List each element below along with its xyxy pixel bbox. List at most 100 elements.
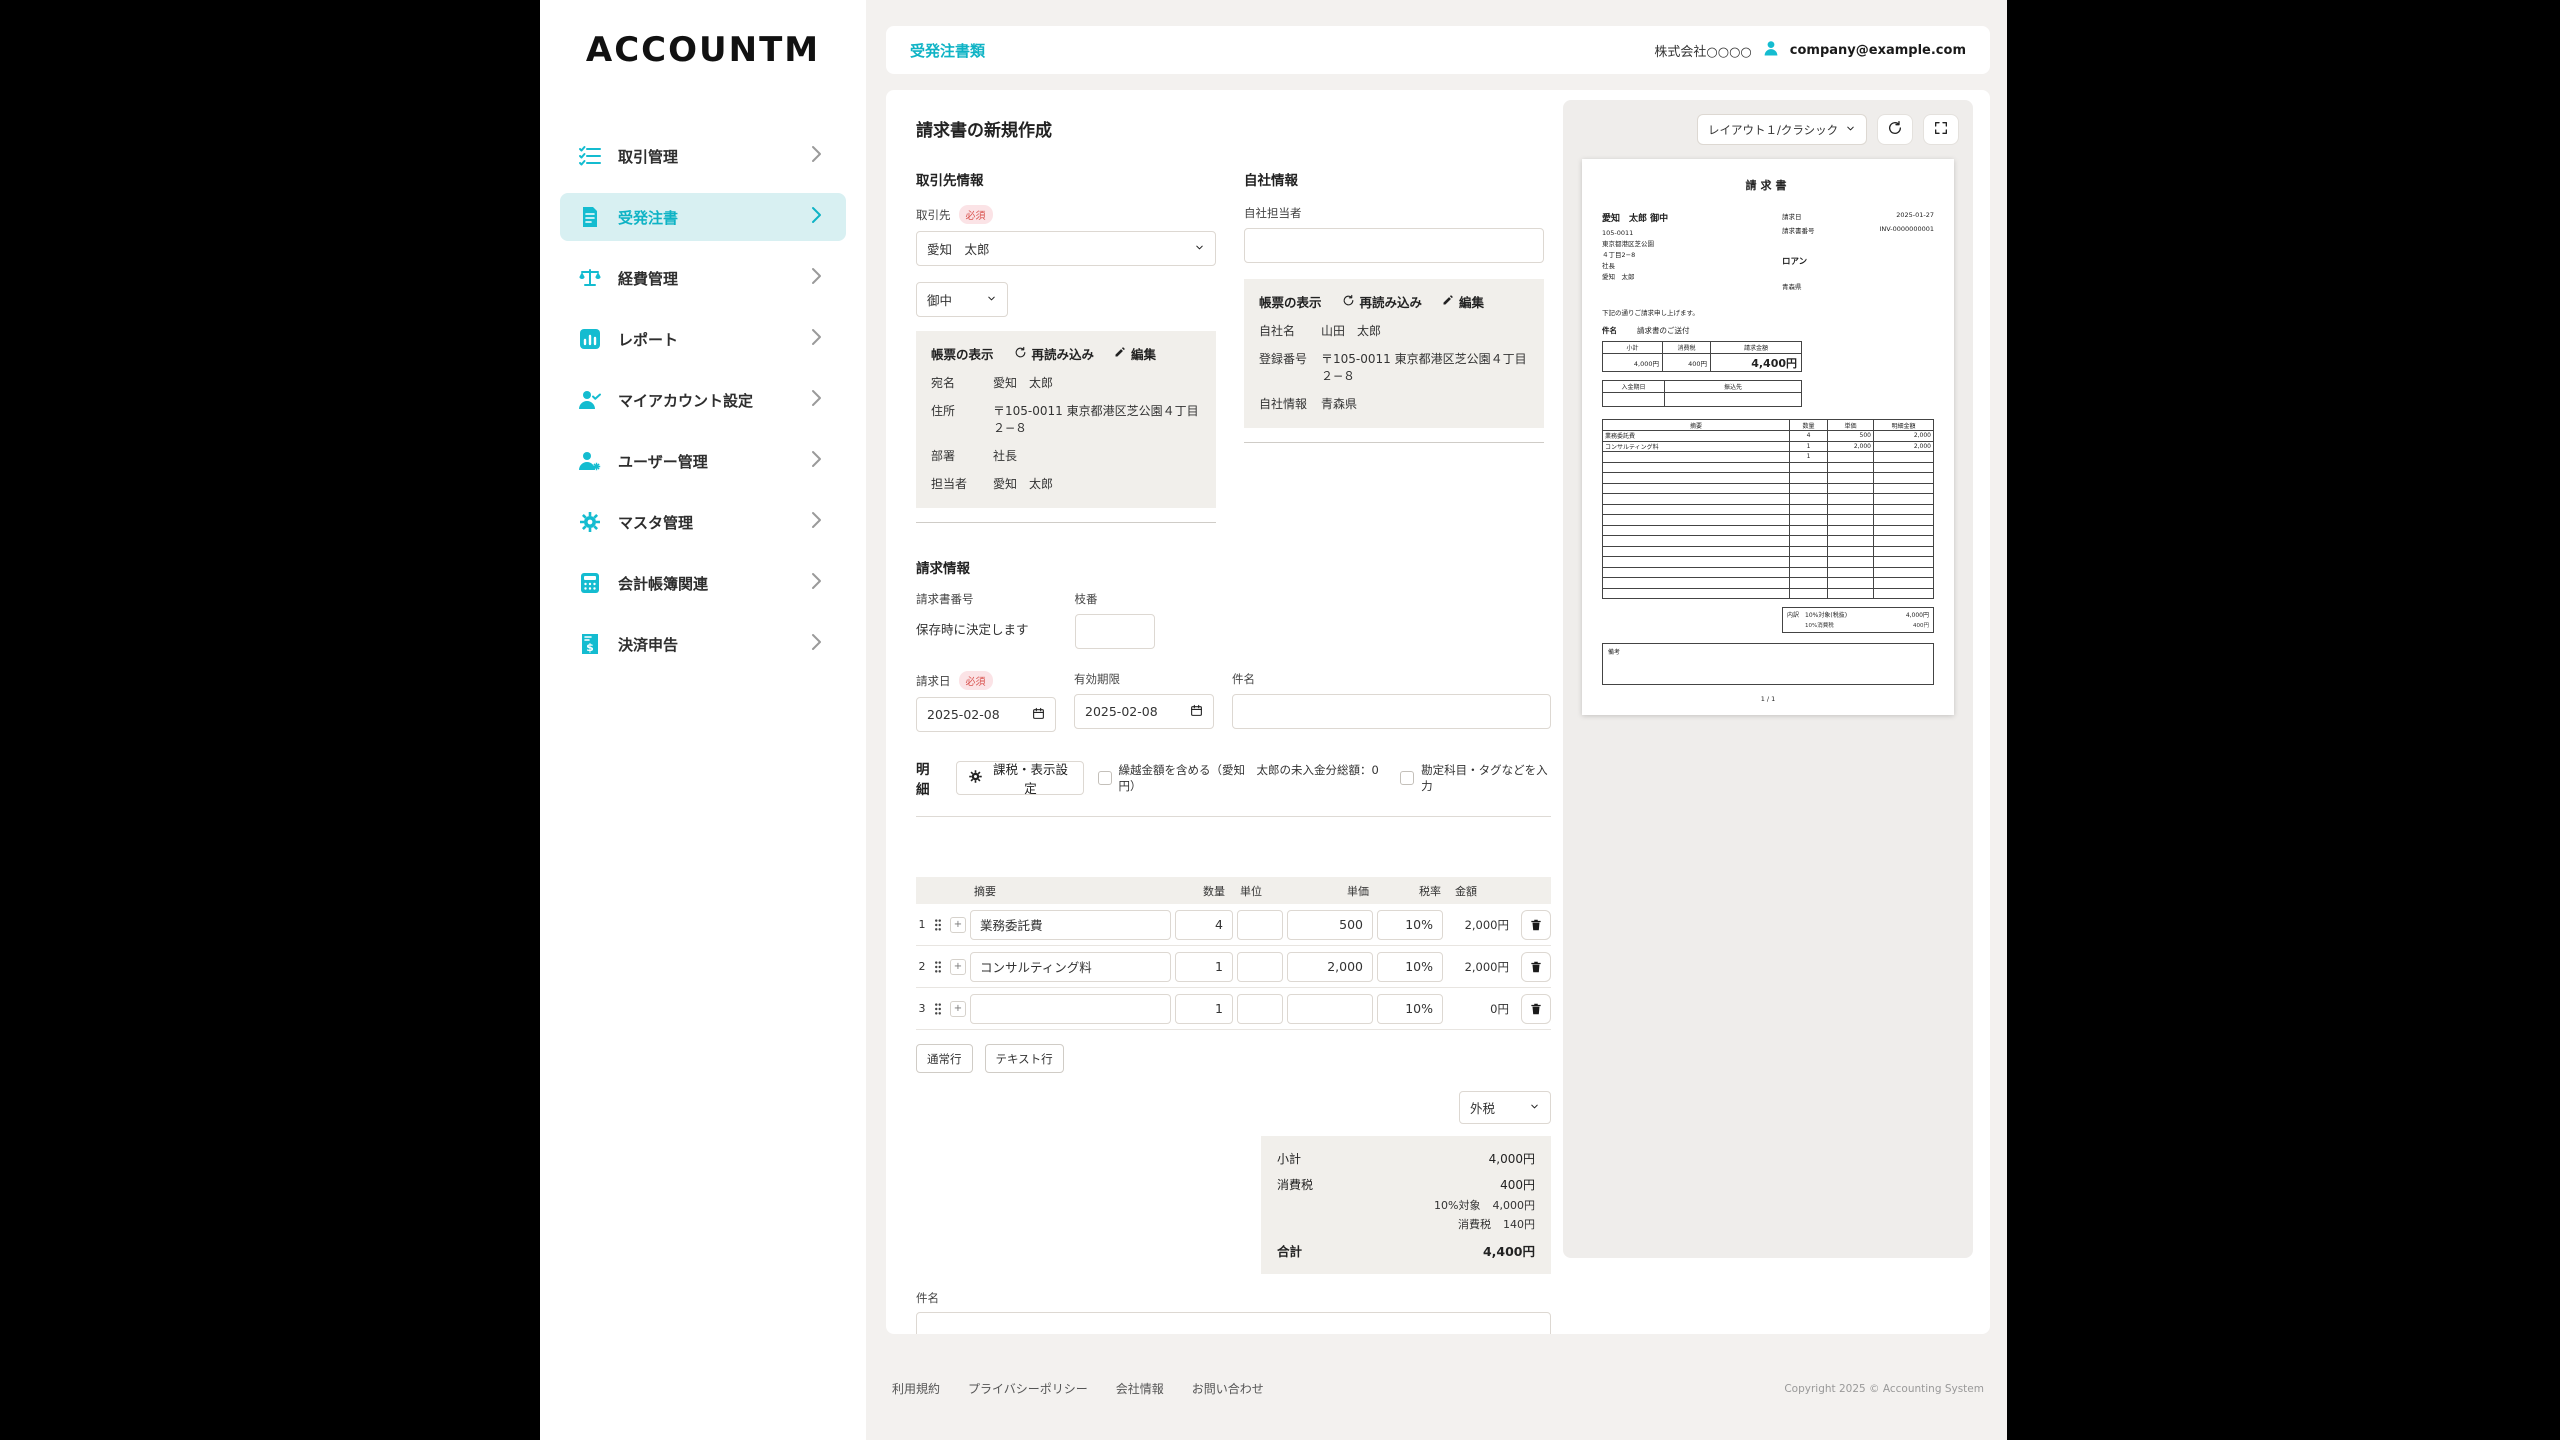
- chevron-right-icon: [804, 386, 828, 414]
- checkbox-icon: [1097, 771, 1112, 785]
- branch-number-input[interactable]: [1074, 614, 1155, 649]
- drag-handle-icon[interactable]: [932, 960, 946, 974]
- item-unit-input[interactable]: [1237, 951, 1283, 982]
- due-date-label: 有効期限: [1074, 672, 1120, 686]
- preview-item-qty: 1: [1789, 440, 1828, 452]
- field-value: 〒105-0011 東京都港区芝公園４丁目２−８: [993, 404, 1199, 435]
- reload-button[interactable]: 再読み込み: [1014, 344, 1094, 363]
- preview-item-desc: 業務委託費: [1602, 430, 1790, 442]
- sidebar-item-tax-filing[interactable]: $ 決済申告: [560, 620, 846, 668]
- edit-button[interactable]: 編集: [1442, 292, 1484, 311]
- preview-fullscreen-button[interactable]: [1923, 114, 1959, 145]
- reload-button[interactable]: 再読み込み: [1342, 292, 1422, 311]
- sidebar-item-my-account[interactable]: マイアカウント設定: [560, 376, 846, 424]
- tax-mode-select[interactable]: 外税: [1459, 1091, 1551, 1124]
- item-price-input[interactable]: [1287, 993, 1373, 1024]
- footer-link-company[interactable]: 会社情報: [1115, 1382, 1164, 1396]
- item-tax-input[interactable]: [1377, 909, 1443, 940]
- footer-link-terms[interactable]: 利用規約: [892, 1382, 941, 1396]
- account-tag-checkbox[interactable]: 勘定科目・タグなどを入力: [1400, 762, 1551, 794]
- footer-link-privacy[interactable]: プライバシーポリシー: [968, 1382, 1088, 1396]
- item-desc-input[interactable]: [970, 909, 1171, 940]
- due-date-input[interactable]: 2025-02-08: [1074, 694, 1214, 729]
- sidebar-item-label: ユーザー管理: [618, 452, 708, 471]
- item-tax-input[interactable]: [1377, 993, 1443, 1024]
- delete-row-button[interactable]: [1521, 993, 1551, 1024]
- sidebar-item-reports[interactable]: レポート: [560, 315, 846, 363]
- item-qty-input[interactable]: [1175, 951, 1233, 982]
- item-unit-input[interactable]: [1237, 909, 1283, 940]
- preview-refresh-button[interactable]: [1877, 114, 1913, 145]
- checkbox-icon: [1400, 771, 1415, 785]
- required-badge: 必須: [958, 671, 993, 690]
- item-price-input[interactable]: [1287, 951, 1373, 982]
- page-footer: 利用規約 プライバシーポリシー 会社情報 お問い合わせ Copyright 20…: [886, 1380, 1990, 1397]
- item-unit-input[interactable]: [1237, 993, 1283, 1024]
- breakdown-target-value: 4,000円: [1905, 612, 1929, 619]
- sidebar-item-accounting-books[interactable]: 会計帳簿関連: [560, 559, 846, 607]
- preview-item-amount: [1873, 451, 1934, 463]
- invoice-date-input[interactable]: 2025-02-08: [916, 697, 1056, 732]
- row-number: 1: [918, 918, 926, 931]
- add-text-row-button[interactable]: テキスト行: [984, 1044, 1064, 1073]
- item-qty-input[interactable]: [1175, 993, 1233, 1024]
- edit-button[interactable]: 編集: [1114, 344, 1156, 363]
- invoice-date-label: 請求日: [916, 673, 951, 688]
- footer-link-contact[interactable]: お問い合わせ: [1191, 1382, 1264, 1396]
- add-normal-row-button[interactable]: 通常行: [916, 1044, 973, 1073]
- preview-item-amount: 2,000: [1873, 440, 1934, 452]
- sidebar-item-master-management[interactable]: マスタ管理: [560, 498, 846, 546]
- scales-icon: [578, 266, 602, 290]
- honorific-select[interactable]: 御中: [916, 282, 1008, 317]
- app-window: ACCOUNTM 取引管理 受発注書 経費管理: [540, 0, 2007, 1440]
- subject-textarea[interactable]: [916, 1312, 1551, 1334]
- preview-item-row-empty: [1602, 587, 1934, 599]
- item-tax-input[interactable]: [1377, 951, 1443, 982]
- line-items-table: 摘要 数量 単位 単価 税率 金額 1 +: [916, 877, 1551, 1274]
- subject-input[interactable]: [1232, 694, 1551, 729]
- add-row-icon[interactable]: +: [950, 958, 966, 975]
- section-title-client: 取引先情報: [916, 173, 984, 189]
- sidebar-item-expenses[interactable]: 経費管理: [560, 254, 846, 302]
- sidebar-item-user-management[interactable]: ユーザー管理: [560, 437, 846, 485]
- add-row-icon[interactable]: +: [950, 1000, 966, 1017]
- carryover-checkbox[interactable]: 繰越金額を含める（愛知 太郎の未入金分総額：0円）: [1097, 762, 1387, 794]
- sidebar-item-transactions[interactable]: 取引管理: [560, 132, 846, 180]
- items-col-desc: 摘要: [1602, 419, 1790, 431]
- breakdown-tax-value: 400円: [1913, 623, 1929, 629]
- app-logo: ACCOUNTM: [585, 30, 821, 70]
- tax-display-settings-button[interactable]: 課税・表示設定: [955, 761, 1084, 796]
- drag-handle-icon[interactable]: [932, 1002, 946, 1016]
- preview-item-row: コンサルティング料 1 2,000 2,000: [1602, 440, 1934, 452]
- payment-col-due: 入金期日: [1602, 380, 1665, 393]
- own-company-section: 自社情報 自社担当者 帳票の表示 再読み込み: [1244, 169, 1544, 523]
- item-qty-input[interactable]: [1175, 909, 1233, 940]
- add-row-icon[interactable]: +: [950, 916, 966, 933]
- drag-handle-icon[interactable]: [932, 918, 946, 932]
- delete-row-button[interactable]: [1521, 951, 1551, 982]
- preview-item-row-empty: [1602, 503, 1934, 515]
- tax-label: 消費税: [1277, 1178, 1314, 1192]
- sidebar-item-orders[interactable]: 受発注書: [560, 193, 846, 241]
- line-item-row: 1 + 2,000円: [916, 904, 1551, 946]
- own-contact-input[interactable]: [1244, 228, 1544, 263]
- preview-item-row-empty: [1602, 535, 1934, 547]
- col-unit: 単位: [1240, 884, 1262, 898]
- topbar: 受発注書類 株式会社○○○○ company@example.com: [886, 26, 1990, 74]
- items-col-qty: 数量: [1789, 419, 1828, 431]
- item-price-input[interactable]: [1287, 909, 1373, 940]
- divider: [916, 816, 1551, 817]
- total-label: 合計: [1277, 1244, 1303, 1259]
- tax-target-label: 10%対象: [1434, 1199, 1481, 1212]
- chevron-right-icon: [804, 203, 828, 231]
- account-area[interactable]: 株式会社○○○○ company@example.com: [1654, 39, 1966, 61]
- invoice-form: 請求書の新規作成 取引先情報 取引先 必須 愛知 太郎: [886, 90, 1563, 1334]
- item-desc-input[interactable]: [970, 993, 1171, 1024]
- delete-row-button[interactable]: [1521, 909, 1551, 940]
- client-select[interactable]: 愛知 太郎: [916, 231, 1216, 266]
- item-desc-input[interactable]: [970, 951, 1171, 982]
- tax-detail-label: 消費税: [1458, 1218, 1491, 1231]
- layout-select[interactable]: レイアウト１/クラシック: [1697, 114, 1867, 145]
- preview-item-price: 2,000: [1827, 440, 1874, 452]
- preview-issuer-region: 青森県: [1782, 283, 1802, 291]
